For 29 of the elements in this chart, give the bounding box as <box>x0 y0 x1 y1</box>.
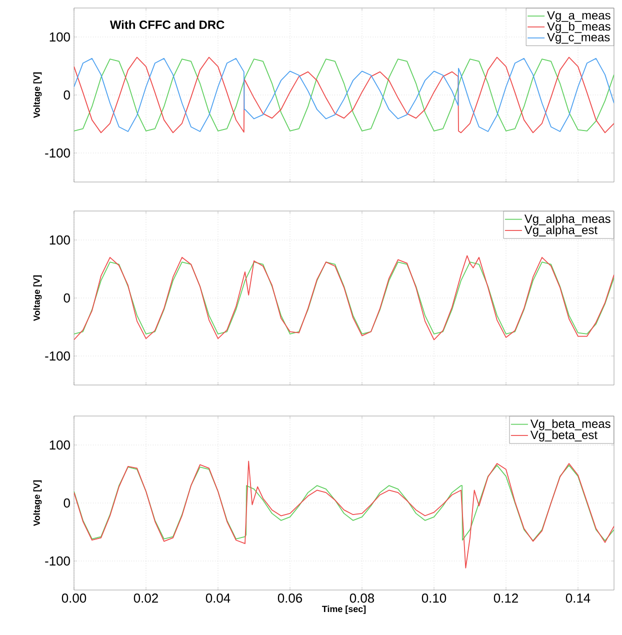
x-tick-label: 0.12 <box>494 594 518 603</box>
x-tick-label: 0.08 <box>350 594 374 603</box>
x-tick-label: 0.10 <box>422 594 446 603</box>
x-tick-label: 0.06 <box>278 594 302 603</box>
y-tick-label: 100 <box>50 440 70 450</box>
y-axis-title: Voltage [V] <box>33 72 42 118</box>
legend-label: Vg_beta_est <box>530 430 598 442</box>
y-tick-label: 0 <box>64 90 70 100</box>
y-tick-label: 100 <box>50 235 70 245</box>
x-tick-label: 0.00 <box>62 594 86 603</box>
x-axis-title: Time [sec] <box>322 606 366 614</box>
annotation: With CFFC and DRC <box>110 20 224 29</box>
y-tick-label: 100 <box>50 32 70 42</box>
y-tick-label: 0 <box>64 498 70 508</box>
y-tick-label: 0 <box>64 293 70 303</box>
legend-label: Vg_c_meas <box>547 33 610 44</box>
y-axis-title: Voltage [V] <box>33 275 42 322</box>
legend-label: Vg_beta_meas <box>530 419 610 430</box>
legend-label: Vg_alpha_est <box>524 225 598 236</box>
legend-label: Vg_alpha_meas <box>524 214 610 226</box>
x-tick-label: 0.04 <box>206 594 230 603</box>
y-tick-label: -100 <box>45 351 70 361</box>
x-tick-label: 0.02 <box>134 594 158 603</box>
legend-label: Vg_a_meas <box>547 11 610 22</box>
legend-label: Vg_b_meas <box>547 22 610 34</box>
y-tick-label: -100 <box>45 556 70 566</box>
y-tick-label: -100 <box>45 148 70 158</box>
x-tick-label: 0.14 <box>566 594 590 603</box>
y-axis-title: Voltage [V] <box>33 480 42 526</box>
